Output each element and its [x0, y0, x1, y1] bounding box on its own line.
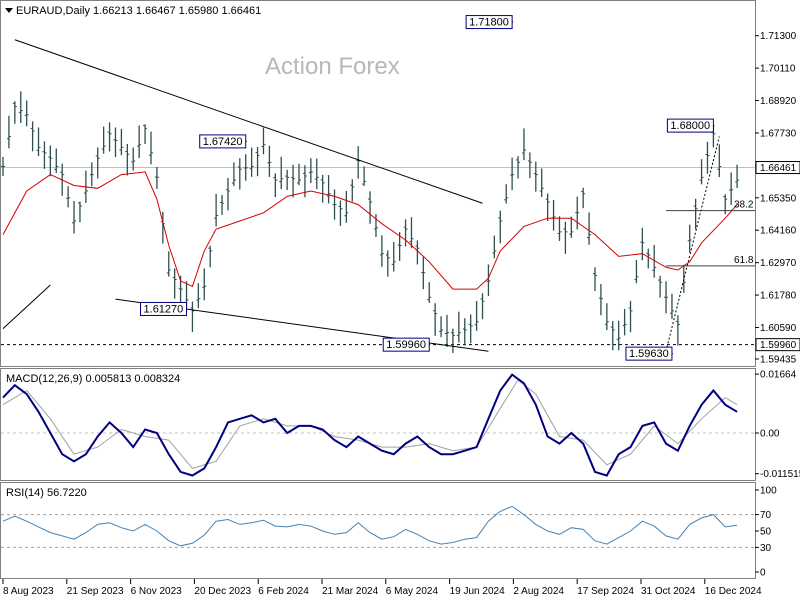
price-value-label: 1.59960 [760, 340, 797, 351]
price-axis-tick-label: 1.70110 [760, 64, 796, 75]
rsi-axis-tick-label: 30 [760, 543, 772, 554]
rsi-panel-frame [0, 482, 756, 579]
price-axis-tick-label: 1.60590 [760, 323, 797, 334]
trendline [665, 136, 720, 352]
price-annotation-label: 1.59630 [629, 348, 669, 360]
x-axis-tick-label: 21 Sep 2023 [67, 586, 124, 597]
macd-signal-line [2, 379, 738, 469]
price-panel-frame [0, 0, 756, 367]
fib-level-label: 61.8 [734, 255, 754, 266]
rsi-axis-tick-label: 100 [760, 486, 777, 497]
x-axis-tick-label: 6 May 2024 [386, 586, 439, 597]
price-value-box [755, 161, 800, 175]
price-axis-tick-label: 1.62970 [760, 258, 797, 269]
price-annotation-label: 1.71800 [469, 17, 509, 29]
price-axis-tick-label: 1.67730 [760, 128, 797, 139]
macd-axis-tick-label: 0.00 [760, 428, 780, 439]
x-axis-tick-label: 8 Aug 2023 [3, 586, 54, 597]
x-axis-tick-label: 2 Aug 2024 [513, 586, 564, 597]
price-annotation-label: 1.61270 [144, 303, 184, 315]
rsi-line [2, 505, 738, 547]
x-axis-tick-label: 6 Feb 2024 [258, 586, 309, 597]
x-axis-tick-label: 31 Oct 2024 [641, 586, 696, 597]
price-value-box [755, 338, 800, 352]
price-annotation-label: 1.67420 [203, 136, 243, 148]
macd-line [2, 373, 738, 477]
fib-level-label: 38.2 [734, 200, 754, 211]
price-axis-tick-label: 1.59435 [760, 354, 797, 365]
price-axis-tick-label: 1.71300 [760, 31, 797, 42]
macd-panel-frame [0, 368, 756, 481]
price-axis-tick-label: 1.64160 [760, 226, 797, 237]
rsi-axis-tick-label: 70 [760, 510, 772, 521]
price-axis-tick-label: 1.61780 [760, 291, 797, 302]
price-header-label: EURAUD,Daily 1.66213 1.66467 1.65980 1.6… [16, 5, 261, 17]
trendline [2, 284, 51, 329]
price-annotation-label: 1.59960 [386, 339, 426, 351]
rsi-axis-tick-label: 50 [760, 527, 772, 538]
price-value-label: 1.66461 [760, 163, 797, 174]
macd-header-label: MACD(12,26,9) 0.005813 0.008324 [6, 373, 180, 385]
x-axis-tick-label: 21 Mar 2024 [322, 586, 379, 597]
x-axis-tick-label: 17 Sep 2024 [577, 586, 634, 597]
price-axis-tick-label: 1.68920 [760, 96, 797, 107]
moving-average-line [2, 171, 738, 290]
price-annotation-label: 1.68000 [670, 120, 710, 132]
rsi-axis-tick-label: 0 [760, 568, 766, 579]
x-axis-tick-label: 19 Jun 2024 [450, 586, 505, 597]
price-axis-tick-label: 1.65350 [760, 193, 797, 204]
macd-axis-tick-label: -0.011515 [760, 469, 800, 480]
rsi-header-label: RSI(14) 56.7220 [6, 487, 87, 499]
x-axis-tick-label: 20 Dec 2023 [194, 586, 251, 597]
macd-axis-tick-label: 0.01664 [760, 370, 797, 381]
trendline [14, 39, 483, 204]
x-axis-tick-label: 6 Nov 2023 [131, 586, 183, 597]
x-axis-tick-label: 16 Dec 2024 [705, 586, 762, 597]
watermark-text: Action Forex [265, 53, 400, 80]
collapse-triangle-icon[interactable] [5, 8, 13, 13]
